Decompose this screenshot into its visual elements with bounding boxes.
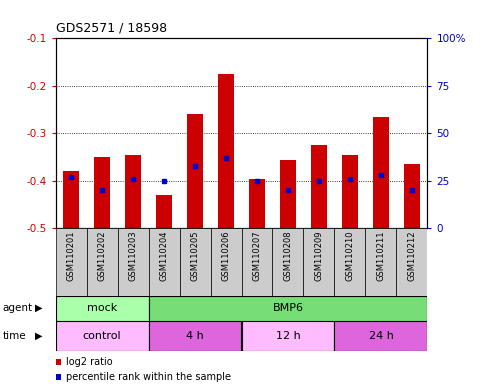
Text: GSM110206: GSM110206 xyxy=(222,230,230,281)
Bar xyxy=(303,228,334,296)
Text: GSM110203: GSM110203 xyxy=(128,230,138,281)
Text: GSM110202: GSM110202 xyxy=(98,230,107,281)
Bar xyxy=(149,228,180,296)
Text: GDS2571 / 18598: GDS2571 / 18598 xyxy=(56,22,167,35)
Bar xyxy=(249,179,265,228)
Bar xyxy=(149,296,427,321)
Bar xyxy=(397,228,427,296)
Bar xyxy=(63,172,79,228)
Bar xyxy=(56,296,149,321)
Bar xyxy=(218,74,234,228)
Bar xyxy=(180,228,211,296)
Text: GSM110205: GSM110205 xyxy=(190,230,199,281)
Bar xyxy=(242,321,334,351)
Bar xyxy=(187,114,203,228)
Bar xyxy=(56,228,86,296)
Bar xyxy=(373,117,389,228)
Bar xyxy=(56,321,149,351)
Text: time: time xyxy=(2,331,26,341)
Text: mock: mock xyxy=(87,303,117,313)
Text: GSM110211: GSM110211 xyxy=(376,230,385,281)
Text: ▶: ▶ xyxy=(35,303,43,313)
Text: GSM110204: GSM110204 xyxy=(159,230,169,281)
Text: 12 h: 12 h xyxy=(276,331,300,341)
Bar xyxy=(86,228,117,296)
Text: GSM110210: GSM110210 xyxy=(345,230,355,281)
Text: GSM110209: GSM110209 xyxy=(314,230,324,281)
Text: GSM110208: GSM110208 xyxy=(284,230,293,281)
Bar xyxy=(334,228,366,296)
Text: GSM110201: GSM110201 xyxy=(67,230,75,281)
Text: GSM110207: GSM110207 xyxy=(253,230,261,281)
Bar xyxy=(280,160,296,228)
Bar xyxy=(156,195,172,228)
Text: control: control xyxy=(83,331,121,341)
Bar xyxy=(342,155,358,228)
Text: BMP6: BMP6 xyxy=(272,303,303,313)
Bar xyxy=(404,164,420,228)
Bar xyxy=(149,321,242,351)
Bar xyxy=(125,155,141,228)
Text: 4 h: 4 h xyxy=(186,331,204,341)
Bar xyxy=(311,145,327,228)
Bar xyxy=(94,157,110,228)
Text: 24 h: 24 h xyxy=(369,331,394,341)
Bar xyxy=(334,321,427,351)
Text: agent: agent xyxy=(2,303,32,313)
Text: GSM110212: GSM110212 xyxy=(408,230,416,281)
Bar xyxy=(211,228,242,296)
Text: percentile rank within the sample: percentile rank within the sample xyxy=(66,372,231,382)
Bar xyxy=(272,228,303,296)
Text: ▶: ▶ xyxy=(35,331,43,341)
Text: log2 ratio: log2 ratio xyxy=(66,357,113,367)
Bar xyxy=(117,228,149,296)
Bar xyxy=(366,228,397,296)
Bar xyxy=(242,228,272,296)
